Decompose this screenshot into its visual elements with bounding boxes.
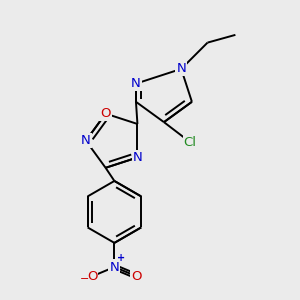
Text: O: O <box>131 270 142 283</box>
Text: O: O <box>100 107 111 120</box>
Text: O: O <box>87 270 98 283</box>
Text: −: − <box>80 274 89 284</box>
Text: N: N <box>133 151 142 164</box>
Text: N: N <box>176 62 186 75</box>
Text: +: + <box>117 254 125 263</box>
Text: N: N <box>81 134 91 147</box>
Text: N: N <box>110 260 119 274</box>
Text: N: N <box>131 77 141 90</box>
Text: Cl: Cl <box>184 136 197 149</box>
